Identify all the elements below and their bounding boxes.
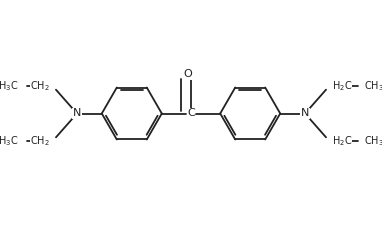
Text: N: N xyxy=(301,109,309,118)
Text: CH$_2$: CH$_2$ xyxy=(31,79,50,93)
Text: H$_2$C: H$_2$C xyxy=(332,134,352,148)
Text: CH$_2$: CH$_2$ xyxy=(31,134,50,148)
Text: H$_3$C: H$_3$C xyxy=(0,79,18,93)
Text: O: O xyxy=(184,69,193,79)
Text: H$_3$C: H$_3$C xyxy=(0,134,18,148)
Text: CH$_3$: CH$_3$ xyxy=(364,79,382,93)
Text: C: C xyxy=(187,109,195,118)
Text: N: N xyxy=(73,109,81,118)
Text: CH$_3$: CH$_3$ xyxy=(364,134,382,148)
Text: H$_2$C: H$_2$C xyxy=(332,79,352,93)
